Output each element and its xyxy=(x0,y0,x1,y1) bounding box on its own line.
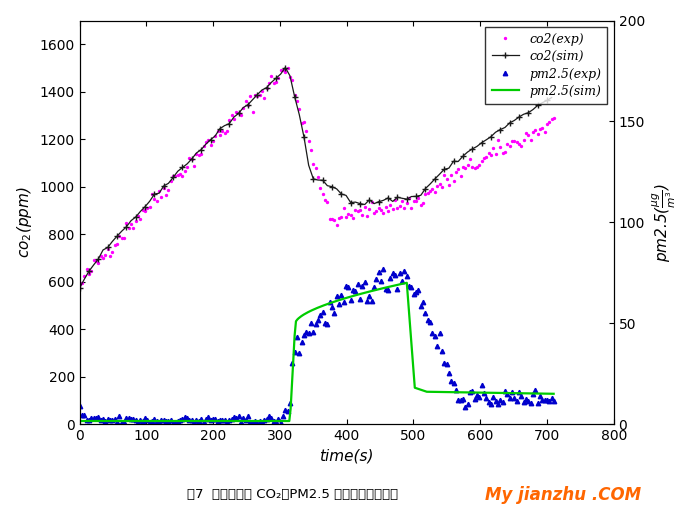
co2(exp) xyxy=(428,186,437,192)
pm2.5(exp) xyxy=(253,421,261,427)
pm2.5(sim) xyxy=(250,418,258,424)
co2(sim) xyxy=(281,65,290,71)
Line: co2(exp): co2(exp) xyxy=(78,66,556,286)
pm2.5(sim) xyxy=(105,418,113,424)
co2(exp) xyxy=(76,281,84,287)
co2(exp) xyxy=(550,115,558,121)
pm2.5(sim) xyxy=(550,391,558,397)
pm2.5(exp) xyxy=(316,312,324,318)
co2(sim) xyxy=(76,285,84,291)
pm2.5(exp) xyxy=(127,416,135,422)
co2(sim) xyxy=(295,111,304,118)
co2(sim) xyxy=(164,180,173,186)
Line: pm2.5(sim): pm2.5(sim) xyxy=(80,283,554,421)
Legend: co2(exp), co2(sim), pm2.5(exp), pm2.5(sim): co2(exp), co2(sim), pm2.5(exp), pm2.5(si… xyxy=(486,27,608,104)
pm2.5(sim) xyxy=(398,280,407,287)
pm2.5(sim) xyxy=(76,418,84,424)
pm2.5(sim) xyxy=(356,291,365,297)
pm2.5(exp) xyxy=(76,403,84,409)
X-axis label: time(s): time(s) xyxy=(319,448,374,464)
co2(exp) xyxy=(127,221,135,227)
co2(exp) xyxy=(326,216,334,222)
Y-axis label: pm2.5($\frac{\mu g}{m^3}$): pm2.5($\frac{\mu g}{m^3}$) xyxy=(651,183,678,262)
Text: My jianzhu .COM: My jianzhu .COM xyxy=(485,486,641,504)
Text: 图7  主驾驶位置 CO₂、PM2.5 浓度随时间变化图: 图7 主驾驶位置 CO₂、PM2.5 浓度随时间变化图 xyxy=(187,488,398,501)
co2(sim) xyxy=(449,158,457,164)
pm2.5(exp) xyxy=(202,416,210,422)
co2(sim) xyxy=(486,134,495,140)
co2(sim) xyxy=(412,193,420,200)
pm2.5(exp) xyxy=(379,266,387,272)
co2(sim) xyxy=(547,95,556,101)
Line: co2(sim): co2(sim) xyxy=(76,64,555,291)
pm2.5(exp) xyxy=(326,299,334,305)
pm2.5(sim) xyxy=(375,286,383,292)
co2(exp) xyxy=(202,139,210,145)
pm2.5(sim) xyxy=(403,280,411,286)
pm2.5(exp) xyxy=(550,398,558,404)
pm2.5(exp) xyxy=(155,418,164,425)
pm2.5(sim) xyxy=(521,390,529,397)
Y-axis label: co$_2$(ppm): co$_2$(ppm) xyxy=(15,186,34,258)
co2(exp) xyxy=(283,65,292,71)
co2(exp) xyxy=(155,187,164,193)
pm2.5(exp) xyxy=(430,333,439,339)
Line: pm2.5(exp): pm2.5(exp) xyxy=(78,267,556,426)
co2(exp) xyxy=(316,185,324,191)
co2(sim) xyxy=(178,164,186,171)
